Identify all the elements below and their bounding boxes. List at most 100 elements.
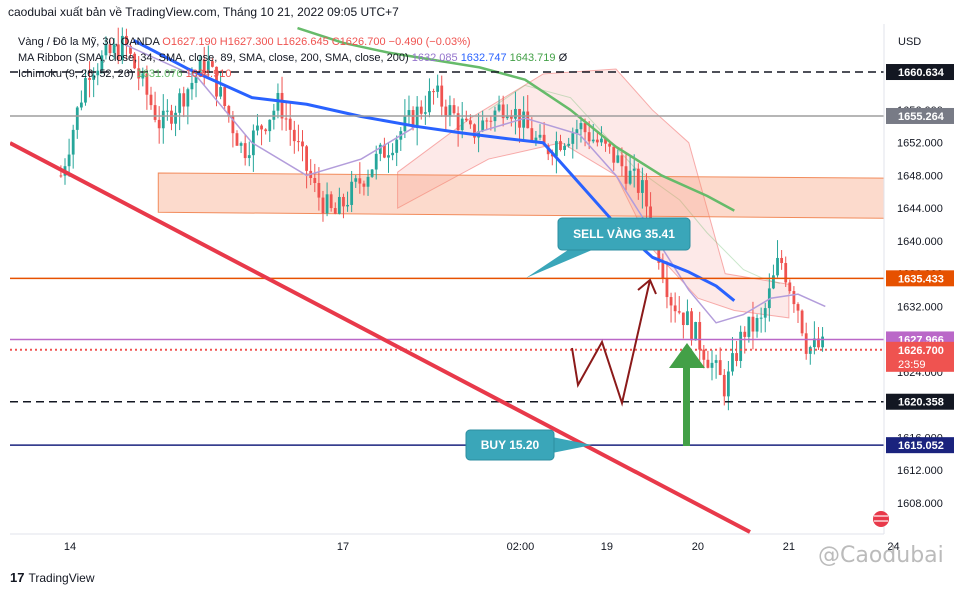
x-tick-label: 20 bbox=[692, 541, 704, 553]
candle-body bbox=[125, 35, 128, 46]
candle-body bbox=[178, 93, 182, 113]
candle-body bbox=[788, 282, 792, 292]
candle-body bbox=[325, 194, 329, 214]
buy-arrow-head bbox=[669, 343, 705, 368]
candle-body bbox=[591, 139, 595, 142]
candle-body bbox=[120, 35, 124, 60]
candle-body bbox=[817, 338, 820, 348]
candle-body bbox=[100, 55, 104, 71]
x-tick-label: 24 bbox=[887, 541, 899, 553]
candle-body bbox=[247, 155, 251, 159]
legend-low: L1626.645 bbox=[276, 36, 329, 48]
y-tick-label: 1608.000 bbox=[897, 498, 943, 510]
price-level-tag bbox=[886, 393, 954, 410]
candle-body bbox=[473, 124, 476, 138]
candle-body bbox=[313, 177, 317, 184]
candle-body bbox=[137, 68, 141, 79]
candle-body bbox=[530, 128, 534, 141]
candle-body bbox=[469, 120, 472, 125]
candle-body bbox=[612, 146, 616, 163]
candle-body bbox=[645, 180, 648, 207]
candle-body bbox=[800, 310, 804, 334]
candle-body bbox=[391, 152, 394, 156]
price-level-label: 1620.358 bbox=[898, 397, 944, 409]
price-level-tag bbox=[886, 341, 954, 372]
candle-body bbox=[784, 263, 788, 283]
buy-callout-tail bbox=[552, 437, 592, 453]
candle-body bbox=[579, 123, 583, 130]
candle-body bbox=[563, 145, 566, 150]
candle-body bbox=[329, 194, 333, 209]
price-level-label: 1660.634 bbox=[898, 67, 945, 79]
candle-body bbox=[387, 155, 390, 158]
x-tick-label: 21 bbox=[783, 541, 795, 553]
price-level-label: 1615.052 bbox=[898, 440, 944, 452]
y-tick-label: 1612.000 bbox=[897, 465, 943, 477]
candle-body bbox=[333, 208, 337, 214]
candle-body bbox=[149, 94, 153, 106]
price-level-countdown: 23:59 bbox=[898, 359, 926, 371]
candle-body bbox=[743, 331, 747, 337]
candle-body bbox=[342, 196, 345, 207]
candle-body bbox=[452, 105, 456, 114]
candle-body bbox=[428, 91, 431, 113]
candle-body bbox=[460, 118, 464, 131]
buy-callout-text: BUY 15.20 bbox=[481, 438, 540, 452]
candle-body bbox=[677, 311, 681, 313]
candle-body bbox=[280, 92, 284, 119]
candle-body bbox=[636, 168, 640, 193]
candle-body bbox=[354, 178, 358, 182]
candle-body bbox=[444, 106, 448, 117]
legend-high: H1627.300 bbox=[219, 36, 274, 48]
candle-body bbox=[759, 317, 763, 319]
candle-body bbox=[182, 93, 186, 107]
legend-close: C1626.700 bbox=[331, 36, 386, 48]
candle-body bbox=[464, 118, 468, 121]
candle-body bbox=[157, 119, 161, 129]
candle-body bbox=[104, 44, 108, 56]
legend-ichimoku-name: Ichimoku (9, 26, 52, 26) bbox=[18, 68, 134, 80]
candle-body bbox=[321, 197, 325, 214]
candle-body bbox=[419, 106, 423, 114]
candle-body bbox=[731, 353, 734, 372]
candle-body bbox=[792, 291, 796, 305]
descending-trendline[interactable] bbox=[10, 141, 751, 534]
x-tick-label: 02:00 bbox=[507, 541, 535, 553]
candle-body bbox=[411, 110, 415, 128]
candle-body bbox=[383, 144, 386, 158]
candle-body bbox=[571, 133, 575, 144]
buy-callout[interactable]: BUY 15.20 bbox=[465, 429, 592, 461]
ma34-line bbox=[124, 43, 826, 324]
projected-path[interactable] bbox=[571, 279, 651, 407]
ma200-line bbox=[297, 26, 735, 212]
candle-body bbox=[559, 141, 562, 150]
candle-body bbox=[71, 129, 75, 155]
price-level-label: 1626.700 bbox=[898, 345, 944, 357]
x-tick-label: 17 bbox=[337, 541, 349, 553]
candle-body bbox=[153, 105, 157, 120]
candle-body bbox=[686, 311, 689, 326]
candle-body bbox=[288, 118, 292, 130]
candle-body bbox=[595, 139, 599, 143]
candle-body bbox=[690, 311, 693, 341]
candle-body bbox=[776, 257, 779, 276]
legend-ichimoku-value-1: 1631.076 bbox=[136, 68, 183, 80]
sell-callout[interactable]: SELL VÀNG 35.41 bbox=[526, 217, 691, 278]
candle-body bbox=[75, 107, 79, 130]
buy-arrow-shaft bbox=[683, 366, 690, 446]
settings-icon[interactable] bbox=[873, 511, 889, 527]
candle-body bbox=[505, 115, 509, 119]
candle-body bbox=[751, 316, 755, 332]
candle-body bbox=[415, 106, 419, 128]
tradingview-logo[interactable]: 17 TradingView bbox=[10, 570, 95, 585]
candle-body bbox=[161, 110, 165, 129]
candle-body bbox=[501, 104, 505, 119]
candle-body bbox=[632, 168, 636, 171]
candle-body bbox=[256, 125, 259, 131]
candle-body bbox=[456, 113, 460, 131]
tradingview-logo-icon: 17 bbox=[10, 570, 25, 585]
candle-body bbox=[661, 262, 665, 279]
candle-body bbox=[481, 120, 485, 132]
